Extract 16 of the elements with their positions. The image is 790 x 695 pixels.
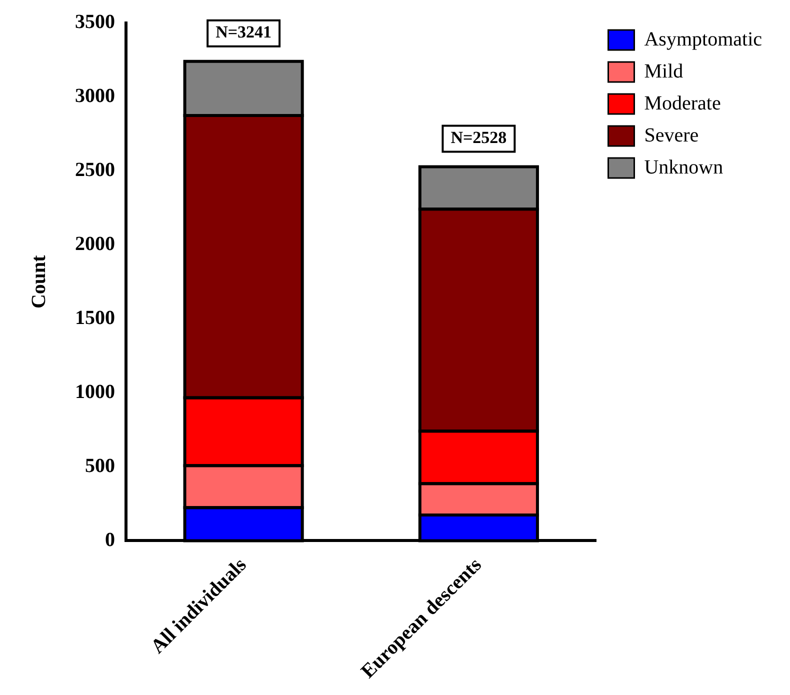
y-tick-label: 3000 bbox=[75, 85, 115, 108]
legend-label: Asymptomatic bbox=[644, 28, 762, 50]
legend-label: Severe bbox=[644, 124, 699, 146]
total-label: N=3241 bbox=[216, 22, 272, 42]
y-tick-label: 0 bbox=[105, 528, 115, 551]
legend-label: Mild bbox=[644, 60, 684, 82]
legend-label: Unknown bbox=[644, 156, 724, 178]
y-tick-label: 3500 bbox=[75, 11, 115, 34]
y-tick-label: 2500 bbox=[75, 159, 115, 182]
y-tick-label: 2000 bbox=[75, 233, 115, 256]
y-axis-title: Count bbox=[28, 254, 50, 309]
y-tick-label: 1500 bbox=[75, 307, 115, 330]
total-label: N=2528 bbox=[450, 128, 507, 148]
y-tick-label: 500 bbox=[85, 454, 115, 477]
legend-label: Moderate bbox=[644, 92, 721, 114]
y-tick-label: 1000 bbox=[75, 380, 115, 403]
